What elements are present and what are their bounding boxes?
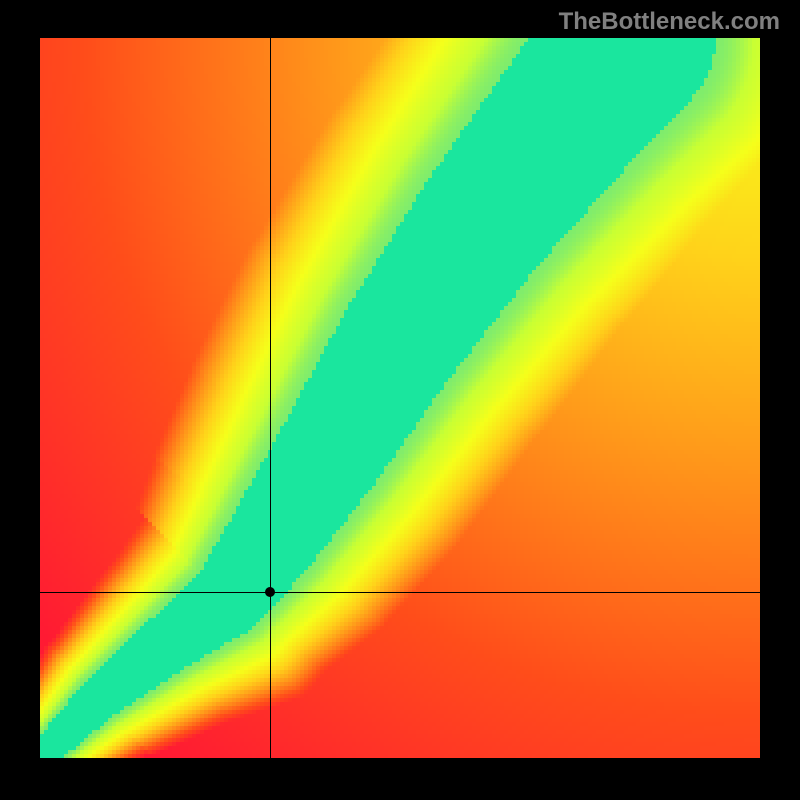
chart-container: TheBottleneck.com	[0, 0, 800, 800]
crosshair-vertical	[270, 38, 271, 758]
heatmap-plot	[40, 38, 760, 758]
crosshair-point	[265, 587, 275, 597]
watermark-text: TheBottleneck.com	[559, 8, 780, 36]
crosshair-horizontal	[40, 592, 760, 593]
heatmap-canvas	[40, 38, 760, 758]
